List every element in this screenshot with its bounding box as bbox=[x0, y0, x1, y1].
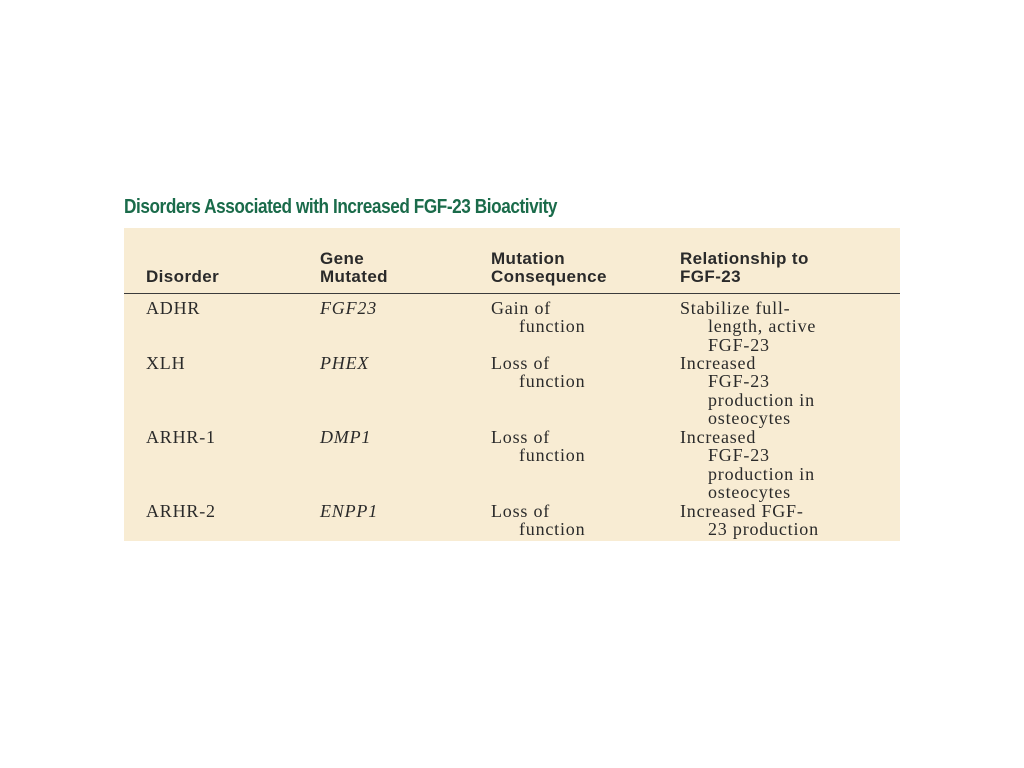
row-4-consequence: Loss of function bbox=[491, 501, 586, 540]
header-gene-mutated: Gene Mutated bbox=[320, 249, 388, 286]
row-2-consequence: Loss of function bbox=[491, 353, 586, 392]
header-relationship: Relationship to FGF-23 bbox=[680, 249, 809, 286]
header-divider bbox=[124, 293, 900, 294]
row-4-relationship: Increased FGF- 23 production bbox=[680, 501, 819, 540]
row-1-gene: FGF23 bbox=[320, 298, 377, 318]
row-4-gene: ENPP1 bbox=[320, 501, 378, 521]
row-2-relationship: Increased FGF-23 production in osteocyte… bbox=[680, 353, 815, 429]
row-3-consequence: Loss of function bbox=[491, 427, 586, 466]
table-title: Disorders Associated with Increased FGF-… bbox=[124, 196, 558, 218]
row-3-relationship: Increased FGF-23 production in osteocyte… bbox=[680, 427, 815, 503]
row-3-disorder: ARHR-1 bbox=[146, 427, 216, 447]
header-disorder: Disorder bbox=[146, 267, 220, 286]
row-1-consequence: Gain of function bbox=[491, 298, 586, 337]
row-2-disorder: XLH bbox=[146, 353, 186, 373]
row-1-disorder: ADHR bbox=[146, 298, 201, 318]
header-mutation-consequence: Mutation Consequence bbox=[491, 249, 607, 286]
row-1-relationship: Stabilize full- length, active FGF-23 bbox=[680, 298, 817, 355]
row-2-gene: PHEX bbox=[320, 353, 370, 373]
disorders-table: Disorder Gene Mutated Mutation Consequen… bbox=[124, 228, 900, 541]
row-4-disorder: ARHR-2 bbox=[146, 501, 216, 521]
row-3-gene: DMP1 bbox=[320, 427, 372, 447]
